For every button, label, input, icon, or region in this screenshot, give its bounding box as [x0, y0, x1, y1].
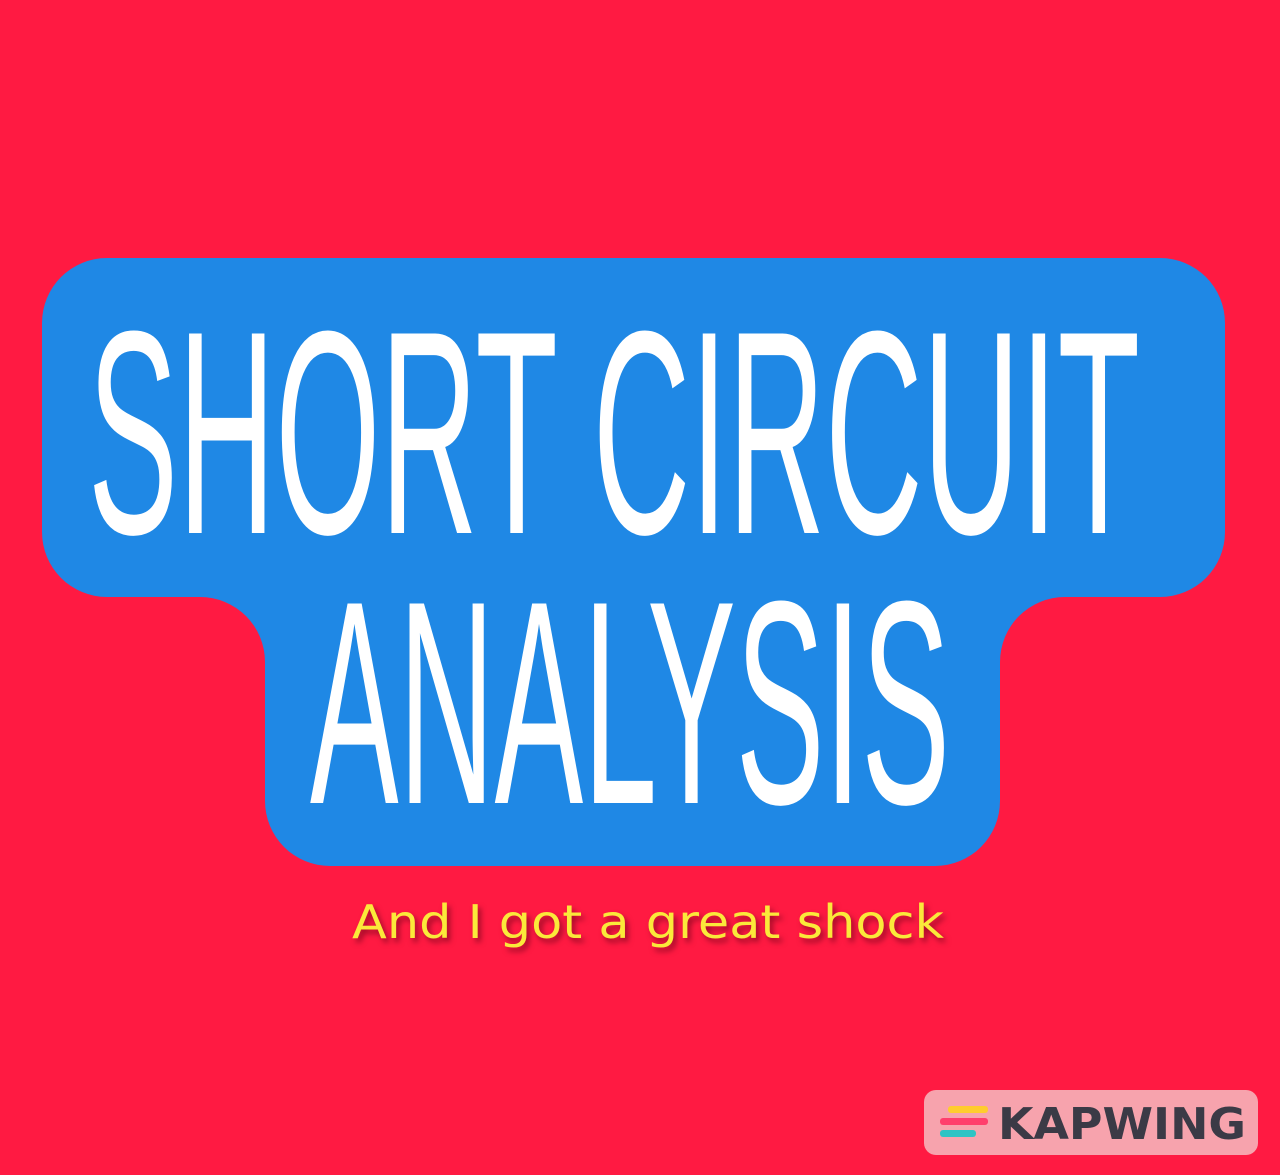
badge-background [924, 1090, 1258, 1155]
logo-bar [940, 1118, 988, 1125]
title-line: ANALYSIS [310, 541, 950, 865]
logo-bar [940, 1130, 976, 1137]
title-box [42, 258, 1225, 866]
subtitle: And I got a great shock [352, 895, 944, 949]
watermark-badge: KAPWING [924, 1090, 1258, 1155]
title-line: SHORT CIRCUIT [88, 271, 1140, 595]
watermark-text: KAPWING [998, 1099, 1246, 1150]
logo-bar [948, 1106, 988, 1113]
